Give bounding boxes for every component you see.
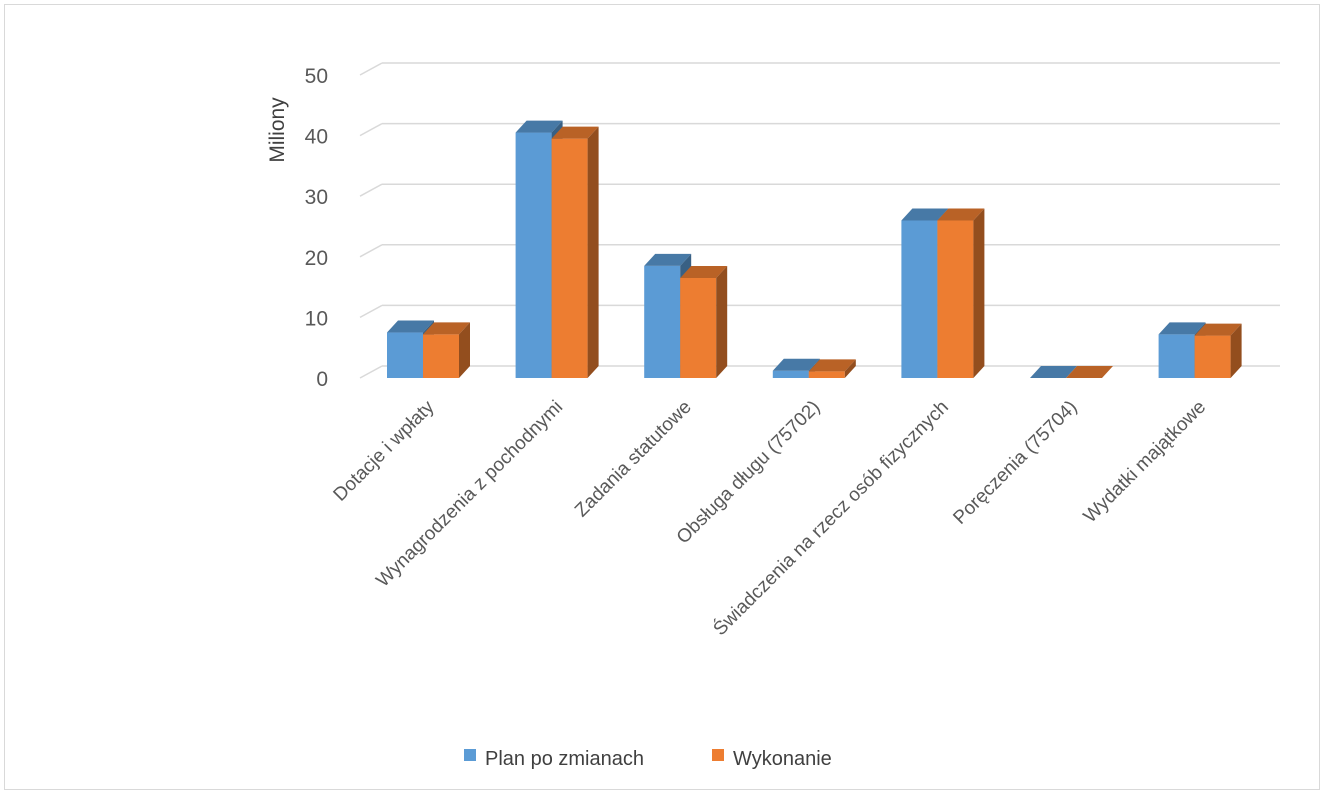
bar: [772, 370, 809, 378]
gridline-slant: [359, 304, 383, 319]
bar: [937, 220, 974, 378]
bar: [423, 334, 459, 378]
bar: [808, 371, 845, 378]
bar: [1158, 334, 1195, 378]
bar-top: [808, 359, 856, 372]
bar-top: [1194, 323, 1242, 336]
category-label: Wydatki majątkowe: [1080, 397, 1210, 527]
bar-top: [551, 126, 599, 139]
bar-side: [1230, 323, 1242, 378]
y-axis-label: Miliony: [266, 97, 289, 163]
y-tick-label: 30: [305, 186, 328, 209]
y-axis-ticks: 0 10 20 30 40 50: [305, 65, 328, 391]
gridlines: [359, 62, 1280, 379]
category-label: Dotacje i wpłaty: [330, 396, 439, 505]
gridline-slant: [359, 365, 383, 379]
gridline-slant: [359, 244, 383, 258]
bar-side: [716, 266, 728, 378]
bar: [515, 132, 552, 378]
bar-top: [772, 358, 820, 371]
bar-side: [973, 208, 985, 378]
bar-top: [515, 120, 563, 133]
bar-top: [387, 320, 434, 333]
bar: [551, 138, 588, 378]
bar-side: [459, 322, 470, 378]
bar-top: [423, 322, 470, 335]
y-tick-label: 0: [316, 368, 328, 391]
bar: [901, 220, 938, 378]
legend-swatch-plan: [464, 749, 476, 761]
chart-frame: [4, 4, 1320, 790]
bar-side: [587, 126, 599, 378]
bar-top: [680, 266, 728, 279]
category-label: Zadania statutowe: [571, 397, 696, 522]
y-tick-label: 40: [305, 126, 328, 149]
bar: [644, 265, 681, 378]
category-label: Świadczenia na rzecz osób fizycznych: [709, 396, 953, 640]
bar-top: [901, 208, 949, 221]
y-tick-label: 50: [305, 65, 328, 88]
bar-top: [937, 208, 985, 221]
bars: [387, 120, 1242, 378]
legend: Plan po zmianach Wykonanie: [464, 748, 832, 770]
y-tick-label: 20: [305, 247, 328, 270]
gridline-slant: [359, 62, 383, 76]
bar-top: [1030, 366, 1077, 378]
category-label: Poręczenia (75704): [949, 397, 1081, 529]
bar: [1194, 335, 1231, 378]
legend-swatch-wykonanie: [712, 749, 724, 761]
y-tick-label: 10: [305, 307, 328, 330]
legend-label-plan: Plan po zmianach: [485, 748, 644, 770]
bar-top: [1066, 366, 1113, 378]
bar-top: [644, 253, 692, 266]
category-label: Obsługa długu (75702): [673, 397, 825, 549]
bar: [680, 278, 717, 378]
legend-label-wykonanie: Wykonanie: [733, 748, 832, 770]
bar-top: [1158, 322, 1206, 335]
bar-side: [844, 359, 856, 378]
gridline-slant: [359, 183, 383, 197]
gridline-slant: [359, 122, 383, 137]
bar: [387, 332, 423, 378]
